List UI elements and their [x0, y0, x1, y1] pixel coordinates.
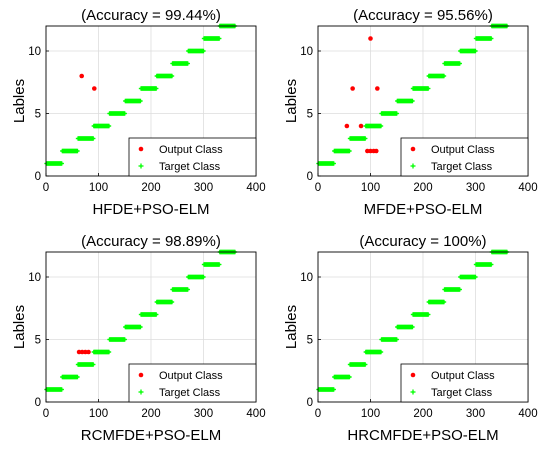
x-axis-label: RCMFDE+PSO-ELM [81, 427, 221, 444]
output-point [79, 73, 84, 79]
x-tick-label: 400 [518, 408, 537, 420]
x-tick-label: 100 [89, 408, 108, 420]
legend-box [128, 137, 257, 177]
y-tick-label: 5 [307, 109, 313, 121]
output-point [344, 123, 350, 129]
y-tick-label: 10 [28, 46, 41, 58]
output-point [79, 349, 85, 355]
y-tick-label: 0 [307, 397, 313, 409]
y-tick-label: 5 [35, 109, 41, 121]
x-tick-label: 300 [466, 182, 485, 194]
x-tick-label: 0 [315, 408, 321, 420]
x-tick-label: 200 [141, 408, 160, 420]
x-tick-label: 400 [518, 182, 537, 194]
x-tick-label: 200 [413, 182, 432, 194]
chart-panel-4: 0 100 200 300 400 0 5 10 (Accuracy = 100%) HRCMFD… [283, 233, 538, 444]
y-tick-label: 10 [28, 272, 41, 284]
output-point [368, 148, 373, 154]
legend: Output Class Target Class [128, 137, 257, 177]
output-point [83, 349, 88, 355]
legend-output-marker [138, 146, 144, 152]
y-tick-label: 5 [307, 335, 313, 347]
output-point [365, 148, 370, 154]
x-tick-label: 300 [194, 408, 213, 420]
output-point [373, 148, 379, 154]
output-point [368, 36, 373, 41]
chart-panel-1: 0 100 200 300 400 0 5 10 (Accuracy = 99.44%) HFDE… [11, 7, 266, 218]
legend-output-label: Output Class [159, 370, 223, 382]
chart-panel-2: 0 100 200 300 400 0 5 10 (Accuracy = 95.56%) MFDE… [283, 7, 538, 218]
x-tick-label: 0 [43, 408, 49, 420]
legend-output-label: Output Class [431, 370, 495, 382]
y-tick-label: 0 [35, 171, 41, 183]
y-tick-label: 5 [35, 335, 41, 347]
chart-panel-3: 0 100 200 300 400 0 5 10 (Accuracy = 98.89%) RCMF… [11, 233, 266, 444]
legend-output-marker [410, 372, 416, 378]
x-tick-label: 100 [361, 408, 380, 420]
chart-title: (Accuracy = 100%) [359, 233, 486, 250]
x-axis-label: MFDE+PSO-ELM [364, 201, 483, 218]
output-point [358, 123, 364, 129]
output-point [375, 86, 380, 91]
x-tick-label: 300 [194, 182, 213, 194]
y-tick-label: 0 [35, 397, 41, 409]
x-tick-label: 400 [246, 408, 265, 420]
y-tick-label: 10 [300, 46, 313, 58]
x-tick-label: 400 [246, 182, 265, 194]
x-axis-label: HFDE+PSO-ELM [92, 201, 209, 218]
y-tick-label: 0 [307, 171, 313, 183]
y-axis-label: Lables [283, 305, 300, 349]
target-class-series [44, 249, 238, 392]
x-tick-label: 0 [315, 182, 321, 194]
x-tick-label: 300 [466, 408, 485, 420]
output-point [86, 349, 91, 355]
legend: Output Class Target Class [400, 137, 529, 177]
x-tick-label: 200 [413, 408, 432, 420]
y-axis-label: Lables [11, 79, 28, 123]
y-tick-label: 10 [300, 272, 313, 284]
legend-target-label: Target Class [431, 161, 493, 173]
legend-box [128, 363, 257, 403]
legend-box [400, 363, 529, 403]
legend-box [400, 137, 529, 177]
x-axis-label: HRCMFDE+PSO-ELM [347, 427, 498, 444]
legend-output-label: Output Class [431, 144, 495, 156]
y-axis-label: Lables [11, 305, 28, 349]
chart-title: (Accuracy = 99.44%) [81, 7, 221, 24]
legend-target-label: Target Class [159, 161, 221, 173]
legend-target-label: Target Class [159, 387, 221, 399]
x-tick-label: 100 [361, 182, 380, 194]
chart-title: (Accuracy = 98.89%) [81, 233, 221, 250]
output-point [350, 86, 355, 91]
legend-target-label: Target Class [431, 387, 493, 399]
legend: Output Class Target Class [400, 363, 529, 403]
chart-title: (Accuracy = 95.56%) [353, 7, 493, 24]
legend-output-marker [410, 146, 416, 152]
target-class-series [44, 23, 238, 166]
output-point [76, 349, 82, 355]
x-tick-label: 200 [141, 182, 160, 194]
y-axis-label: Lables [283, 79, 300, 123]
legend-output-marker [138, 372, 144, 378]
output-point [92, 86, 97, 91]
legend-output-label: Output Class [159, 144, 223, 156]
x-tick-label: 100 [89, 182, 108, 194]
legend: Output Class Target Class [128, 363, 257, 403]
x-tick-label: 0 [43, 182, 49, 194]
